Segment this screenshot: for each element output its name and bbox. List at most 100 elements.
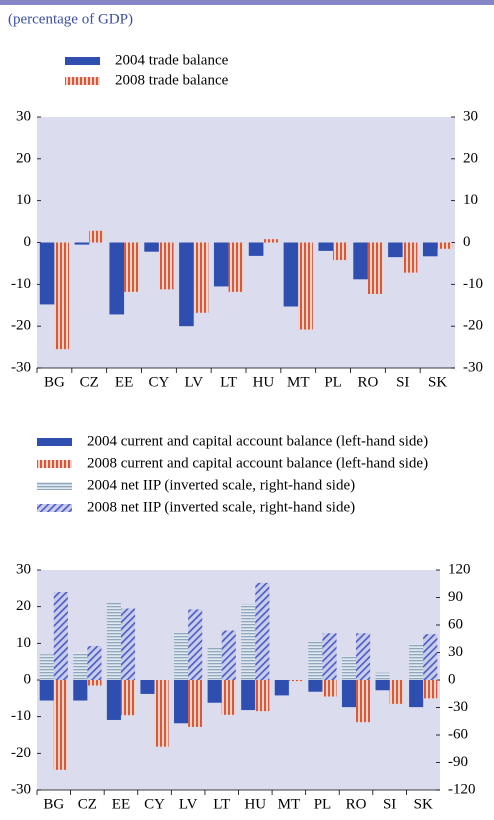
bar: [341, 680, 357, 708]
bar: [188, 680, 203, 727]
y2-tick-label: 30: [448, 644, 463, 660]
y-tick-label: 0: [24, 234, 32, 250]
y-tick-label: -20: [11, 318, 31, 334]
bar: [248, 242, 264, 256]
bar: [263, 239, 279, 243]
y-tick-label: -10: [11, 708, 31, 724]
x-tick-label: SK: [414, 796, 433, 812]
bar: [179, 242, 194, 327]
bar: [89, 230, 104, 243]
y2-tick-label: 20: [463, 150, 478, 166]
bar: [53, 592, 68, 680]
bar: [409, 680, 424, 708]
bar: [174, 632, 189, 680]
bar: [402, 242, 418, 273]
x-tick-label: CY: [144, 796, 165, 812]
y-tick-label: 20: [16, 598, 31, 614]
bar: [389, 680, 404, 704]
y2-tick-label: -30: [448, 699, 468, 715]
bar: [298, 242, 313, 330]
bar: [188, 609, 203, 680]
y2-tick-label: -20: [463, 318, 483, 334]
bar: [356, 633, 371, 680]
legend-label: 2004 trade balance: [115, 52, 229, 68]
bar: [423, 680, 438, 699]
bar: [375, 672, 390, 680]
bar: [388, 242, 403, 258]
y-tick-label: 30: [16, 108, 31, 124]
x-tick-label: MT: [278, 796, 301, 812]
legend-label: 2004 current and capital account balance…: [87, 433, 428, 449]
bar: [241, 603, 256, 680]
bar: [39, 680, 54, 701]
bar: [54, 242, 70, 350]
bar: [124, 242, 139, 292]
bar: [437, 242, 453, 249]
y-tick-label: -20: [11, 745, 31, 761]
bar: [120, 608, 136, 680]
top-strip: [0, 0, 494, 5]
y2-tick-label: 30: [463, 108, 478, 124]
x-tick-label: PL: [314, 796, 332, 812]
y2-tick-label: -10: [463, 276, 483, 292]
bar: [356, 680, 371, 723]
x-tick-label: LV: [184, 374, 203, 390]
y-tick-label: 30: [16, 561, 31, 577]
bar: [255, 680, 270, 712]
bar: [409, 644, 424, 680]
x-tick-label: LV: [179, 796, 198, 812]
bar: [221, 630, 236, 680]
legend-swatch: [37, 460, 72, 468]
x-tick-label: SI: [383, 796, 396, 812]
bar: [318, 242, 334, 251]
x-tick-label: MT: [287, 374, 310, 390]
y-tick-label: -10: [11, 276, 31, 292]
bar: [87, 646, 102, 680]
bar: [53, 680, 68, 770]
y-tick-label: 20: [16, 150, 31, 166]
y-tick-label: -30: [11, 781, 31, 797]
y2-tick-label: -60: [448, 726, 468, 742]
y2-tick-label: -90: [448, 754, 468, 770]
y2-tick-label: 120: [448, 561, 471, 577]
bar: [207, 647, 222, 680]
x-tick-label: HU: [244, 796, 266, 812]
bar: [333, 242, 348, 261]
y2-tick-label: -120: [448, 781, 476, 797]
x-tick-label: RO: [346, 796, 367, 812]
bar: [74, 242, 90, 245]
x-tick-label: CZ: [78, 796, 97, 812]
bar: [308, 680, 323, 692]
legend-swatch: [37, 482, 72, 490]
legend-label: 2008 trade balance: [115, 72, 229, 88]
bar: [73, 680, 88, 701]
bar: [106, 680, 121, 720]
bar: [375, 680, 390, 691]
bar: [213, 242, 229, 287]
x-tick-label: SK: [428, 374, 447, 390]
x-tick-label: EE: [115, 374, 133, 390]
legend-label: 2008 net IIP (inverted scale, right-hand…: [87, 499, 355, 515]
x-tick-label: EE: [112, 796, 130, 812]
bar: [73, 652, 88, 680]
bar: [322, 680, 337, 697]
legend-label: 2004 net IIP (inverted scale, right-hand…: [87, 477, 355, 493]
bar: [308, 641, 323, 680]
bar: [120, 680, 136, 716]
subtitle: (percentage of GDP): [8, 11, 133, 27]
bar: [106, 603, 121, 680]
bar: [193, 242, 209, 313]
x-tick-label: CZ: [80, 374, 99, 390]
bar: [322, 633, 337, 680]
bar: [255, 582, 270, 680]
bar: [39, 242, 55, 305]
y2-tick-label: 0: [463, 234, 471, 250]
x-tick-label: SI: [396, 374, 409, 390]
y2-tick-label: 0: [448, 671, 456, 687]
bar: [144, 242, 159, 252]
x-tick-label: BG: [44, 374, 65, 390]
bar: [283, 242, 299, 307]
x-tick-label: RO: [357, 374, 378, 390]
plot-area: [37, 570, 440, 790]
